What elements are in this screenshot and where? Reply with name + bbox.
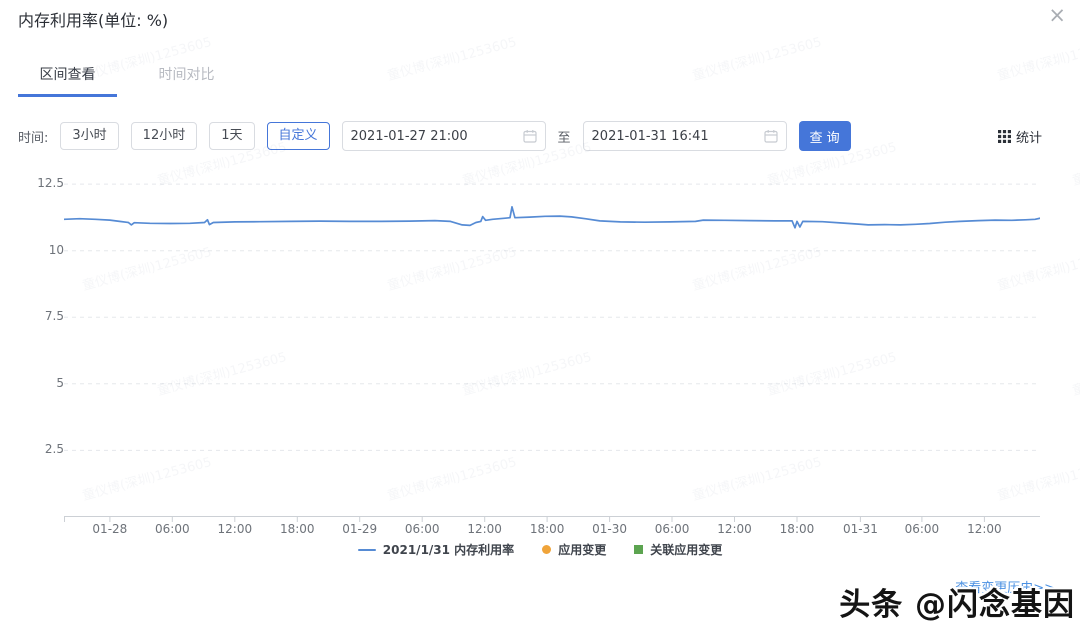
x-tick-label: 18:00 (529, 522, 565, 536)
close-icon[interactable]: × (1048, 3, 1066, 27)
x-tick-label: 12:00 (217, 522, 253, 536)
filter-bar: 时间: 3小时 12小时 1天 自定义 至 查 询 (18, 121, 1042, 151)
page-title: 内存利用率(单位: %) (18, 11, 169, 30)
range-button-12h[interactable]: 12小时 (130, 122, 198, 150)
start-time-picker[interactable] (341, 121, 546, 151)
time-label: 时间: (18, 130, 49, 146)
tab-interval-view[interactable]: 区间查看 (18, 64, 117, 97)
x-tick-label: 12:00 (467, 522, 502, 536)
grid-icon (997, 129, 1011, 143)
x-tick-label: 01-31 (842, 522, 878, 536)
watermark-tile: 童仪博(深圳)1253605 (1070, 349, 1080, 399)
range-button-custom[interactable]: 自定义 (266, 122, 330, 150)
end-time-picker[interactable] (582, 121, 787, 151)
x-tick-label: 06:00 (904, 522, 940, 536)
y-tick-label: 10 (48, 242, 64, 257)
watermark-tile: 童仪博(深圳)1253605 (1070, 139, 1080, 189)
legend-circle-marker (542, 545, 552, 554)
legend-label: 关联应用变更 (650, 543, 723, 557)
x-tick-label: 06:00 (155, 522, 190, 536)
watermark-tile: 童仪博(深圳)1253605 (385, 34, 519, 84)
stats-button[interactable]: 统计 (997, 127, 1042, 146)
stats-button-label: 统计 (1015, 130, 1042, 146)
x-tick-label: 01-28 (92, 522, 128, 536)
tab-time-compare[interactable]: 时间对比 (158, 67, 215, 83)
chart-legend: 2021/1/31 内存利用率 应用变更 关联应用变更 (0, 541, 1080, 558)
range-button-3h[interactable]: 3小时 (60, 122, 119, 150)
calendar-icon (763, 130, 778, 143)
watermark-tile: 童仪博(深圳)1253605 (995, 34, 1080, 84)
x-tick-label: 18:00 (779, 522, 815, 536)
start-time-input[interactable] (350, 128, 517, 144)
tab-bar: 区间查看 时间对比 (18, 64, 236, 97)
y-tick-label: 7.5 (44, 309, 64, 324)
legend-label: 应用变更 (558, 543, 607, 557)
watermark-tile: 童仪博(深圳)1253605 (690, 34, 824, 84)
x-tick-label: 12:00 (717, 522, 752, 536)
x-tick-label: 01-29 (342, 522, 378, 536)
chart-svg[interactable] (64, 170, 1040, 523)
range-button-1d[interactable]: 1天 (209, 122, 255, 150)
legend-item[interactable]: 应用变更 (542, 541, 606, 558)
x-tick-label: 06:00 (404, 522, 440, 536)
x-tick-label: 06:00 (654, 522, 690, 536)
legend-line-marker (357, 548, 376, 551)
legend-item[interactable]: 关联应用变更 (634, 541, 722, 558)
y-tick-label: 2.5 (44, 442, 64, 457)
change-history-link[interactable]: 查看变更历史>> (955, 581, 1055, 596)
x-tick-label: 18:00 (279, 522, 315, 536)
calendar-icon (522, 130, 537, 143)
legend-label: 2021/1/31 内存利用率 (382, 543, 515, 557)
x-tick-label: 01-30 (592, 522, 628, 536)
brand-watermark-text: 头条 @闪念基因 (839, 587, 1075, 623)
y-tick-label: 5 (56, 375, 64, 390)
x-tick-label: 12:00 (967, 522, 1002, 536)
end-time-input[interactable] (591, 128, 758, 144)
query-button[interactable]: 查 询 (798, 121, 851, 151)
legend-square-marker (634, 545, 644, 554)
to-label: 至 (557, 130, 571, 146)
legend-item[interactable]: 2021/1/31 内存利用率 (357, 541, 515, 558)
y-tick-label: 12.5 (37, 176, 64, 191)
